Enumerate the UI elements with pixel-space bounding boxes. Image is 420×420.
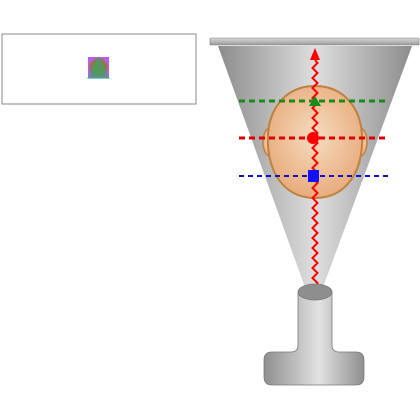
inset-triangle-marker <box>87 56 110 79</box>
ray-arrowhead <box>310 48 320 60</box>
circle-marker <box>307 132 319 144</box>
triangle-marker <box>309 96 321 106</box>
x-ray-tube-icon <box>263 283 365 386</box>
detector-plate-icon <box>209 37 420 46</box>
square-marker <box>308 170 319 182</box>
projection-inset <box>1 33 197 105</box>
